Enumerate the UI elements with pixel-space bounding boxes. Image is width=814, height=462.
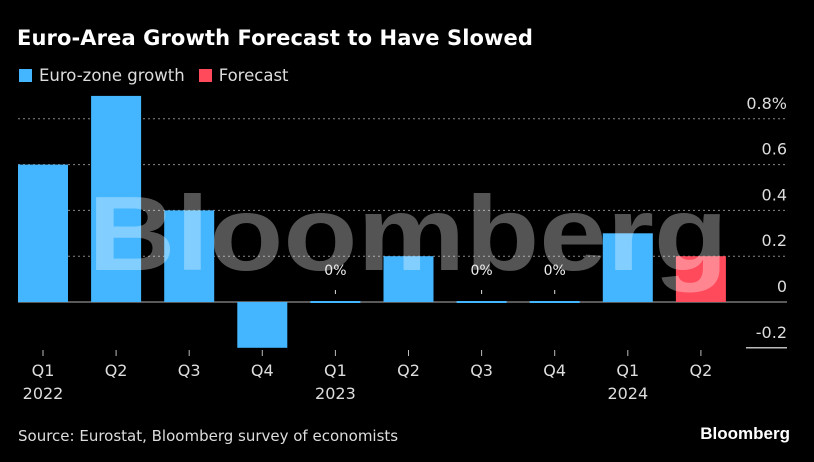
legend-label-growth: Euro-zone growth (39, 66, 185, 85)
legend-swatch-growth (19, 69, 32, 82)
legend-label-forecast: Forecast (218, 66, 289, 85)
y-axis-labels: 0.8% 0.6 0.4 0.2 0 -0.2 (746, 94, 787, 342)
data-label: 0% (470, 263, 492, 279)
growth-bar (602, 233, 653, 302)
source-note: Source: Eurostat, Bloomberg survey of ec… (18, 427, 399, 445)
y-tick-label: 0.8% (746, 94, 787, 113)
x-tick-label: Q1 (616, 361, 639, 380)
legend-item-forecast: Forecast (198, 66, 289, 85)
growth-bar (164, 210, 215, 302)
x-axis-labels: Q1 2022 Q2 Q3 Q4 Q1 2023 Q2 Q3 Q4 Q1 2024 Q2 (23, 350, 713, 403)
x-year-label: 2023 (315, 384, 356, 403)
growth-bar (18, 164, 68, 302)
x-year-label: 2024 (607, 384, 648, 403)
data-label: 0% (544, 263, 566, 279)
x-year-label: 2022 (23, 384, 64, 403)
y-tick-label: 0.6 (762, 140, 787, 159)
y-tick-label: 0 (777, 277, 787, 296)
growth-bar (310, 301, 361, 303)
chart-title: Euro-Area Growth Forecast to Have Slowed (17, 26, 534, 50)
y-tick-label: -0.2 (756, 323, 787, 342)
legend: Euro-zone growth Forecast (19, 66, 303, 85)
watermark-text: Bloomberg (88, 175, 728, 293)
x-tick-label: Q4 (251, 361, 274, 380)
x-tick-label: Q1 (324, 361, 347, 380)
growth-bar (456, 301, 507, 303)
x-tick-label: Q2 (397, 361, 420, 380)
x-tick-label: Q3 (470, 361, 493, 380)
x-tick-label: Q2 (690, 361, 713, 380)
x-tick-label: Q1 (32, 361, 55, 380)
data-labels: 0% 0% 0% (324, 263, 566, 294)
x-tick-label: Q2 (105, 361, 128, 380)
bloomberg-logo: Bloomberg (700, 424, 790, 443)
legend-item-growth: Euro-zone growth (19, 66, 185, 85)
bars (18, 95, 726, 348)
x-tick-label: Q4 (543, 361, 566, 380)
growth-bar (529, 301, 580, 303)
y-tick-label: 0.4 (762, 185, 787, 204)
growth-bar (383, 256, 434, 302)
x-tick-label: Q3 (178, 361, 201, 380)
growth-bar (91, 95, 142, 303)
growth-bar (237, 302, 288, 348)
watermark: Bloomberg (88, 175, 728, 293)
y-tick-label: 0.2 (762, 231, 787, 250)
data-label: 0% (324, 263, 346, 279)
legend-swatch-forecast (198, 69, 212, 82)
forecast-bar (675, 256, 726, 302)
